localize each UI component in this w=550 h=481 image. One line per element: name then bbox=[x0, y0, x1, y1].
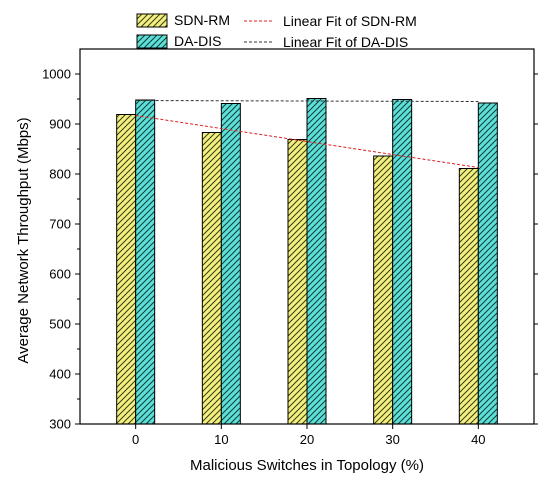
bar-sdn-rm-40 bbox=[458, 168, 479, 425]
fit-line-1 bbox=[135, 100, 479, 102]
fit-line-0 bbox=[135, 115, 479, 168]
x-tick-label: 40 bbox=[471, 432, 485, 447]
bar-da-dis-0 bbox=[135, 99, 156, 425]
plot-bars bbox=[116, 98, 498, 425]
y-tick-label: 500 bbox=[49, 317, 71, 332]
x-tick-label: 0 bbox=[132, 432, 139, 447]
legend-fit-label-1: Linear Fit of DA-DIS bbox=[283, 34, 408, 50]
legend-swatch-sdn-rm bbox=[136, 13, 168, 28]
bar-da-dis-20 bbox=[306, 98, 327, 425]
legend-label-da-dis: DA-DIS bbox=[174, 33, 221, 49]
bar-da-dis-30 bbox=[392, 99, 413, 425]
bar-sdn-rm-30 bbox=[373, 155, 394, 425]
x-tick-label: 30 bbox=[385, 432, 399, 447]
y-tick-label: 600 bbox=[49, 267, 71, 282]
y-tick-label: 400 bbox=[49, 367, 71, 382]
bar-da-dis-40 bbox=[477, 102, 498, 425]
plot-fits bbox=[135, 100, 479, 168]
y-axis: 300 400 500 600 700 800 900 1000 bbox=[42, 67, 538, 432]
legend-label-sdn-rm: SDN-RM bbox=[174, 12, 230, 28]
y-tick-label: 300 bbox=[49, 417, 71, 432]
bar-sdn-rm-10 bbox=[201, 132, 222, 425]
y-tick-label: 900 bbox=[49, 117, 71, 132]
bar-da-dis-10 bbox=[220, 103, 241, 425]
x-tick-label: 20 bbox=[300, 432, 314, 447]
legend-swatch-da-dis bbox=[136, 34, 168, 49]
y-axis-title: Average Network Throughput (Mbps) bbox=[15, 117, 32, 363]
x-axis: 0 10 20 30 40 bbox=[132, 424, 486, 447]
legend: SDN-RM DA-DIS Linear Fit of SDN-RM Linear F… bbox=[136, 12, 417, 50]
x-tick-label: 10 bbox=[214, 432, 228, 447]
bar-sdn-rm-20 bbox=[287, 139, 308, 425]
y-tick-label: 1000 bbox=[42, 67, 71, 82]
legend-fit-label-0: Linear Fit of SDN-RM bbox=[283, 13, 417, 29]
bar-sdn-rm-0 bbox=[116, 114, 137, 425]
y-tick-label: 800 bbox=[49, 167, 71, 182]
x-axis-title: Malicious Switches in Topology (%) bbox=[190, 457, 424, 474]
y-tick-label: 700 bbox=[49, 217, 71, 232]
